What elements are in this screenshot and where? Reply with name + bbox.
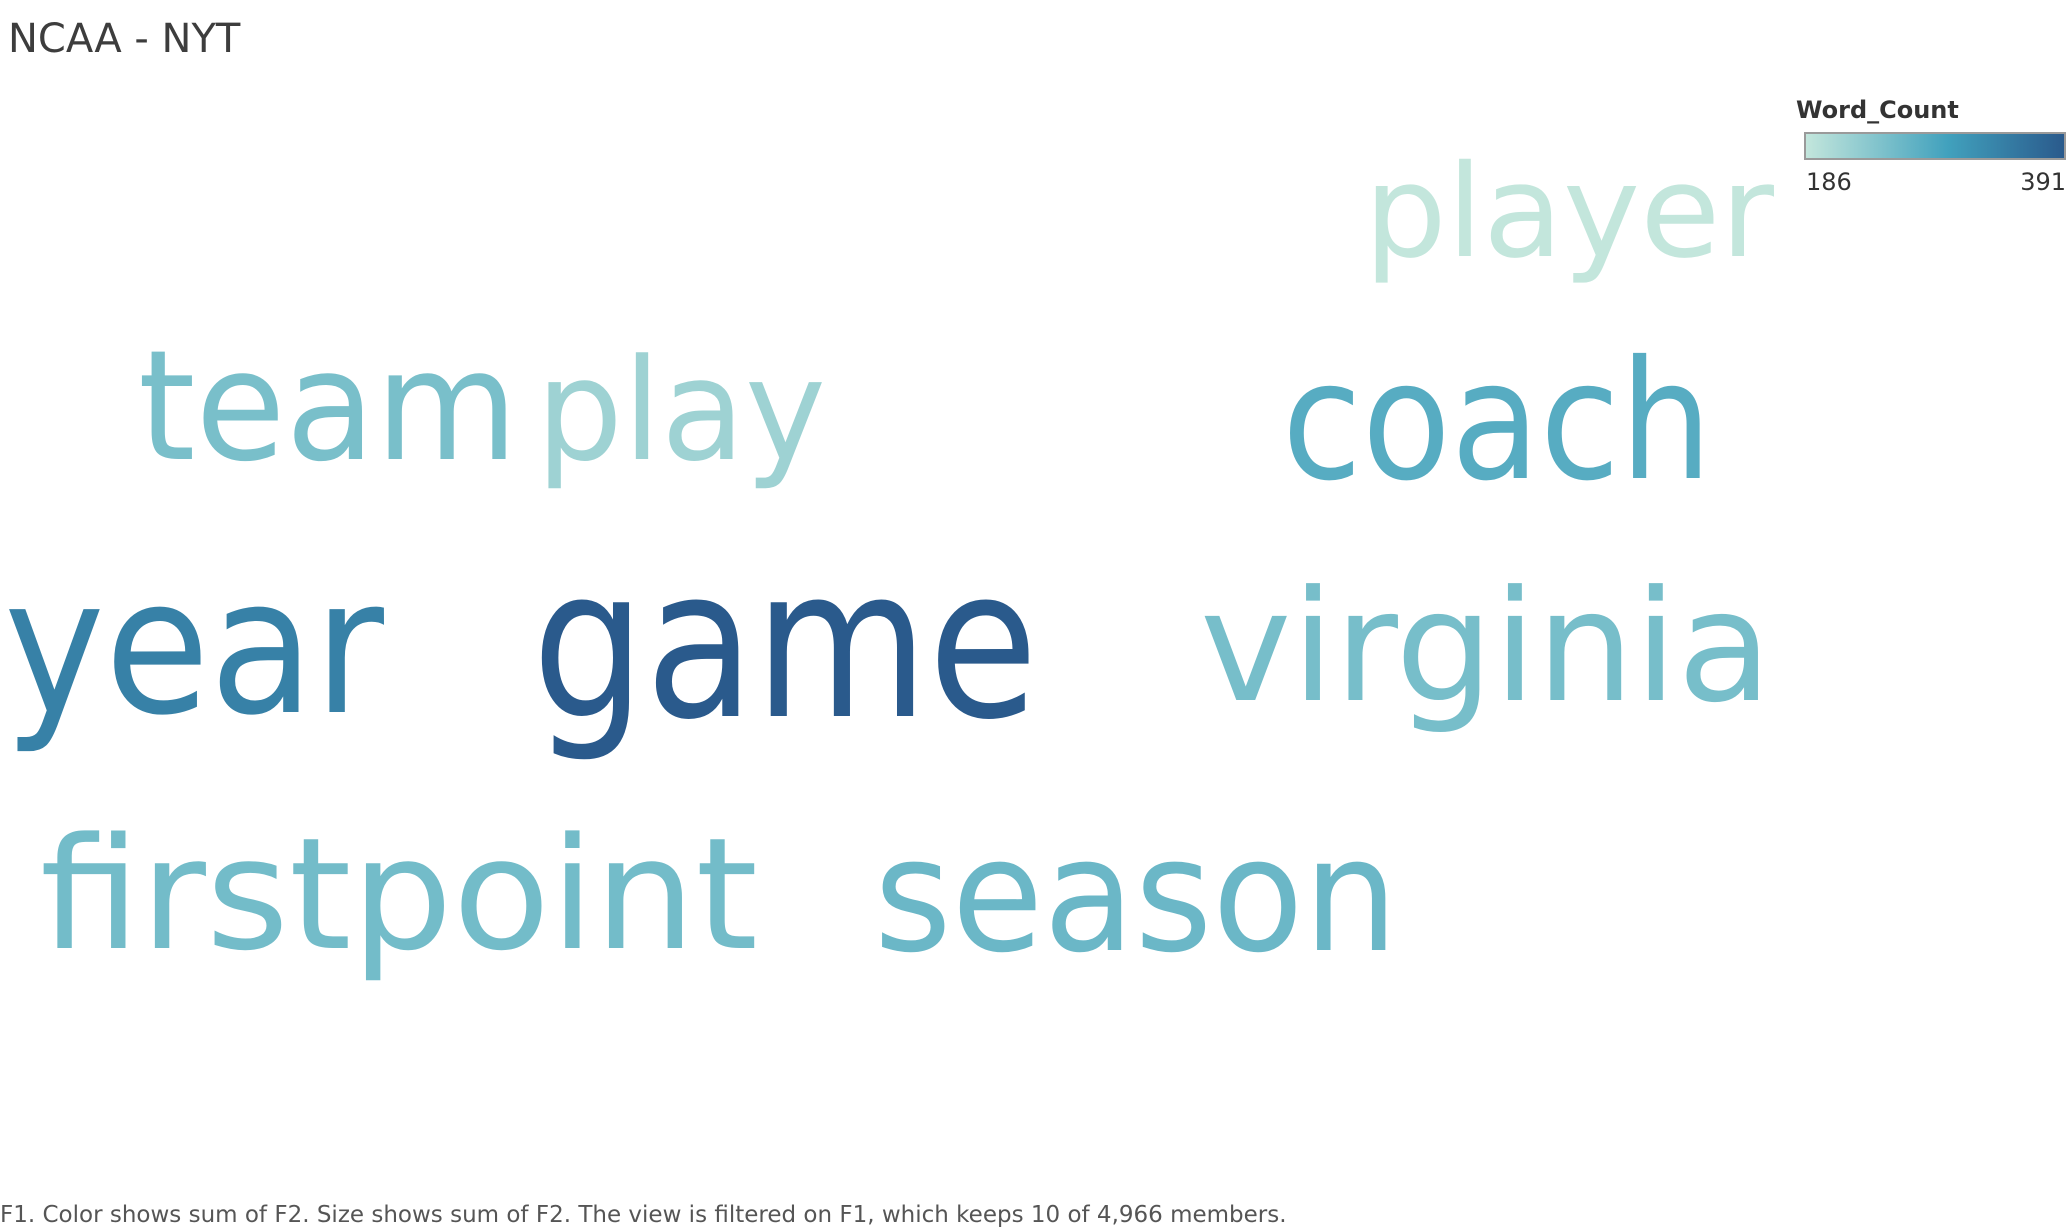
legend-min-label: 186 <box>1806 168 1852 196</box>
word-virginia: virginia <box>1200 558 1772 737</box>
legend-title: Word_Count <box>1796 96 1959 124</box>
chart-caption: F1. Color shows sum of F2. Size shows su… <box>0 1202 1287 1228</box>
word-play: play <box>536 330 826 493</box>
word-season: season <box>874 805 1398 988</box>
word-team: team <box>138 318 518 496</box>
word-firstpoint: firstpoint <box>40 804 758 985</box>
word-game: game <box>532 524 1038 766</box>
word-coach: coach <box>1282 325 1712 517</box>
legend-color-ramp <box>1804 132 2066 160</box>
color-legend: Word_Count 186 391 <box>1796 96 2066 206</box>
word-player: player <box>1364 138 1774 287</box>
word-year: year <box>4 538 385 757</box>
page-title: NCAA - NYT <box>8 16 241 62</box>
legend-max-label: 391 <box>2020 168 2066 196</box>
